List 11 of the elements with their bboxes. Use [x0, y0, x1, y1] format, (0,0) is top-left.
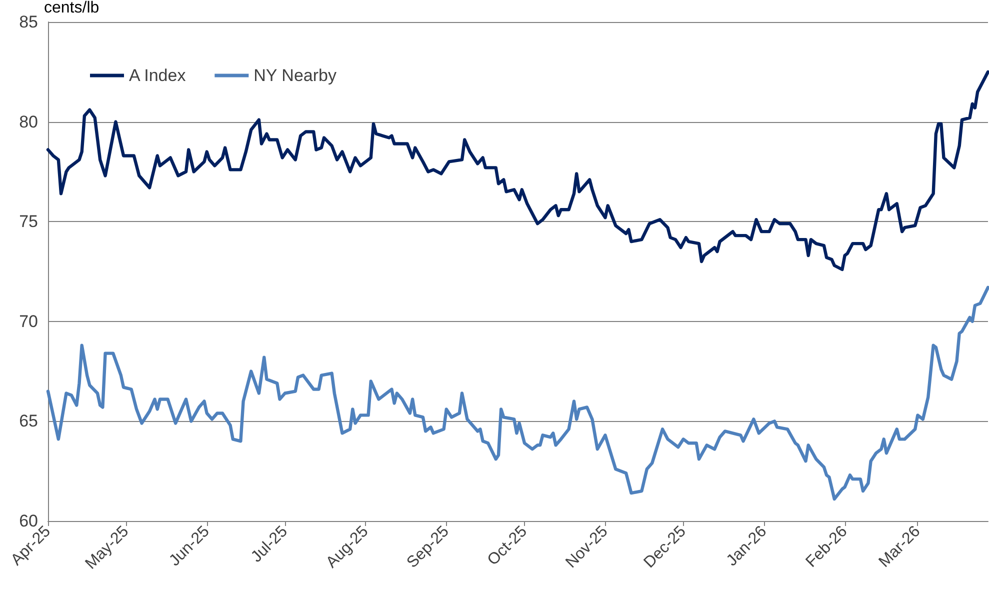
y-axis-title: cents/lb	[44, 0, 100, 16]
legend-label: NY Nearby	[254, 66, 337, 85]
y-tick-label: 85	[19, 12, 38, 32]
y-tick-label: 80	[19, 112, 38, 132]
y-tick-label: 75	[19, 212, 38, 232]
y-tick-label: 70	[19, 312, 38, 331]
y-tick-label: 60	[19, 512, 38, 530]
y-tick-label: 65	[19, 412, 38, 431]
line-series	[46, 70, 989, 272]
legend-label: A Index	[129, 66, 186, 85]
line-series	[46, 286, 989, 501]
